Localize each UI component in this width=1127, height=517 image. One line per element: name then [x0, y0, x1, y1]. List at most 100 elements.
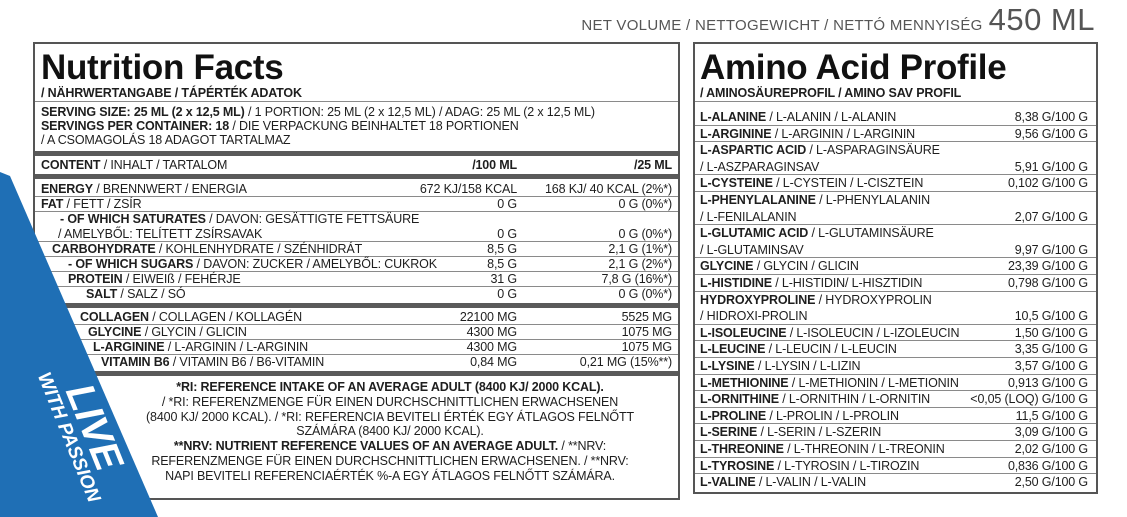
per-25ml: 2,1 G (1%*) — [608, 242, 672, 256]
per-25ml: 0 G (0%*) — [618, 287, 672, 301]
amino-row: L-CYSTEINE / L-CYSTEIN / L-CISZTEIN — [700, 176, 923, 190]
column-header: CONTENT / INHALT / TARTALOM — [41, 158, 227, 172]
amino-row: L-THREONINE / L-THREONIN / L-TREONIN — [700, 442, 945, 456]
per-25ml: 0,21 MG (15%**) — [579, 355, 672, 369]
separator — [695, 423, 1096, 425]
nutrient-row: GLYCINE / GLYCIN / GLICIN — [88, 325, 247, 339]
nutrient-row: PROTEIN / EIWEIß / FEHÉRJE — [68, 272, 241, 286]
amino-name: L-LYSINE — [700, 359, 755, 373]
nutrient-row: - OF WHICH SUGARS / DAVON: ZUCKER / AMEL… — [68, 257, 437, 271]
bold-text: L-ARGININE — [93, 340, 165, 354]
bold-text: COLLAGEN — [80, 310, 149, 324]
text: / A CSOMAGOLÁS 18 ADAGOT TARTALMAZ — [41, 133, 291, 147]
amino-name-translation: / L-HISTIDIN/ L-HISZTIDIN — [771, 276, 923, 290]
amino-name-translation: / GLYCIN / GLICIN — [753, 259, 859, 274]
separator — [35, 211, 678, 212]
separator — [695, 290, 1096, 292]
nutrient-row: CARBOHYDRATE / KOHLENHYDRATE / SZÉNHIDRÁ… — [52, 242, 362, 256]
bold-text: SALT — [86, 287, 118, 301]
bold-text: - OF WHICH SUGARS — [68, 257, 194, 271]
amino-name-translation: / L-CYSTEIN / L-CISZTEIN — [772, 176, 924, 191]
amino-row: L-METHIONINE / L-METHIONIN / L-METIONIN — [700, 376, 959, 390]
nutrient-row: FAT / FETT / ZSÍR — [41, 197, 142, 211]
text: / AMELYBŐL: TELÍTETT ZSÍRSAVAK — [58, 227, 263, 241]
badge-shape — [0, 172, 158, 517]
separator — [695, 174, 1096, 176]
amino-row: L-ORNITHINE / L-ORNITHIN / L-ORNITIN — [700, 392, 930, 406]
footnote-line: REFERENZMENGE FÜR EINEN DURCHSCHNITTLICH… — [100, 454, 680, 468]
amino-name-translation: / L-PHENYLALANIN — [815, 193, 930, 207]
text: / COLLAGEN / KOLLAGÉN — [148, 310, 302, 324]
per-25ml: 0 G (0%*) — [618, 227, 672, 241]
amino-value: 0,913 G/100 G — [1007, 375, 1088, 390]
separator-thick — [35, 371, 678, 376]
footnote-line: *RI: REFERENCE INTAKE OF AN AVERAGE ADUL… — [100, 380, 680, 394]
per-100ml: 672 KJ/158 KCAL — [419, 182, 517, 196]
text: / KOHLENHYDRATE / SZÉNHIDRÁT — [155, 242, 363, 256]
amino-name: L-ALANINE — [700, 110, 767, 124]
separator-thick — [35, 174, 678, 179]
amino-name-translation: / L-ISOLEUCIN / L-IZOLEUCIN — [786, 325, 960, 340]
amino-row: L-ASPARTIC ACID / L-ASPARAGINSÄURE — [700, 143, 940, 157]
footnote-line: NAPI BEVITELI REFERENCIAÉRTÉK %-A EGY ÁT… — [100, 469, 680, 483]
amino-row: L-LEUCINE / L-LEUCIN / L-LEUCIN — [700, 342, 897, 356]
amino-value: 0,798 G/100 G — [1007, 276, 1088, 290]
nutrient-row: SALT / SALZ / SÓ — [86, 287, 186, 301]
amino-name: L-PHENYLALANINE — [700, 193, 816, 207]
amino-name-translation: / L-ASPARAGINSÄURE — [806, 143, 940, 158]
bold-text: CONTENT — [41, 158, 101, 172]
amino-name-translation: / L-ARGININ / L-ARGININ — [771, 126, 916, 141]
amino-value: 3,57 G/100 G — [1014, 359, 1088, 373]
per-25ml: 5525 MG — [621, 310, 673, 324]
volume-header: NET VOLUME / NETTOGEWICHT / NETTÓ MENNYI… — [581, 2, 1095, 38]
amino-name: L-GLUTAMIC ACID — [700, 226, 809, 241]
text: NAPI BEVITELI REFERENCIAÉRTÉK %-A EGY ÁT… — [165, 468, 615, 483]
amino-name: L-PROLINE — [700, 408, 767, 423]
per-100ml: 8,5 G — [487, 257, 517, 271]
text: / DIE VERPACKUNG BEINHALTET 18 PORTIONEN — [229, 119, 519, 133]
amino-name: L-CYSTEINE — [700, 176, 773, 191]
text: / DAVON: ZUCKER / AMELYBŐL: CUKROK — [193, 257, 437, 271]
nutrient-row: VITAMIN B6 / VITAMIN B6 / B6-VITAMIN — [101, 355, 324, 369]
bold-text: GLYCINE — [88, 325, 142, 339]
amino-panel — [693, 42, 1098, 494]
per-100ml: 4300 MG — [466, 340, 518, 354]
amino-name-translation: / L-THREONIN / L-TREONIN — [783, 442, 945, 456]
text: (8400 KJ/ 2000 KCAL). / *RI: REFERENCIA … — [146, 409, 634, 424]
bold-text: ENERGY — [41, 182, 93, 196]
text: / BRENNWERT / ENERGIA — [92, 182, 247, 196]
amino-name-continued: / L-ASZPARAGINSAV — [700, 159, 820, 174]
amino-name-translation: / L-GLUTAMINSÄURE — [808, 226, 934, 241]
footnote-line: / *RI: REFERENZMENGE FÜR EINEN DURCHSCHN… — [100, 395, 680, 409]
amino-name-translation: / L-LEUCIN / L-LEUCIN — [765, 342, 897, 357]
amino-value: 3,09 G/100 G — [1014, 425, 1088, 440]
separator — [35, 101, 678, 102]
bold-text: SERVING SIZE: 25 ML (2 x 12,5 ML) — [41, 105, 245, 119]
footnote-line: SZÁMÁRA (8400 KJ/ 2000 KCAL). — [100, 424, 680, 438]
nutrition-title: Nutrition Facts — [41, 48, 284, 87]
column-25ml: /25 ML — [634, 158, 672, 172]
amino-name: L-TYROSINE — [700, 458, 775, 473]
amino-value: 2,07 G/100 G — [1014, 209, 1088, 224]
amino-row: L-ARGININE / L-ARGININ / L-ARGININ — [700, 127, 915, 141]
amino-row: GLYCINE / GLYCIN / GLICIN — [700, 259, 859, 273]
per-100ml: 0 G — [497, 197, 517, 211]
amino-value: 3,35 G/100 G — [1014, 342, 1088, 357]
amino-value: <0,05 (LOQ) G/100 G — [970, 392, 1088, 407]
per-100ml: 0,84 MG — [470, 355, 517, 369]
footnote-line: (8400 KJ/ 2000 KCAL). / *RI: REFERENCIA … — [100, 410, 680, 424]
separator — [695, 473, 1096, 475]
amino-name-translation: / L-METHIONIN / L-METIONIN — [788, 375, 959, 390]
amino-name: L-THREONINE — [700, 442, 784, 456]
amino-row: L-VALINE / L-VALIN / L-VALIN — [700, 475, 866, 489]
amino-name-continued: / HIDROXI-PROLIN — [700, 309, 808, 324]
per-25ml: 1075 MG — [621, 340, 673, 354]
separator — [35, 286, 678, 287]
text: / L-ARGININ / L-ARGININ — [164, 340, 309, 354]
bold-text: FAT — [41, 197, 64, 211]
amino-name-translation: / L-SERIN / L-SZERIN — [757, 425, 882, 440]
volume-label: NET VOLUME / NETTOGEWICHT / NETTÓ MENNYI… — [581, 17, 983, 34]
text: / FETT / ZSÍR — [63, 197, 142, 211]
text: / EIWEIß / FEHÉRJE — [122, 272, 241, 286]
